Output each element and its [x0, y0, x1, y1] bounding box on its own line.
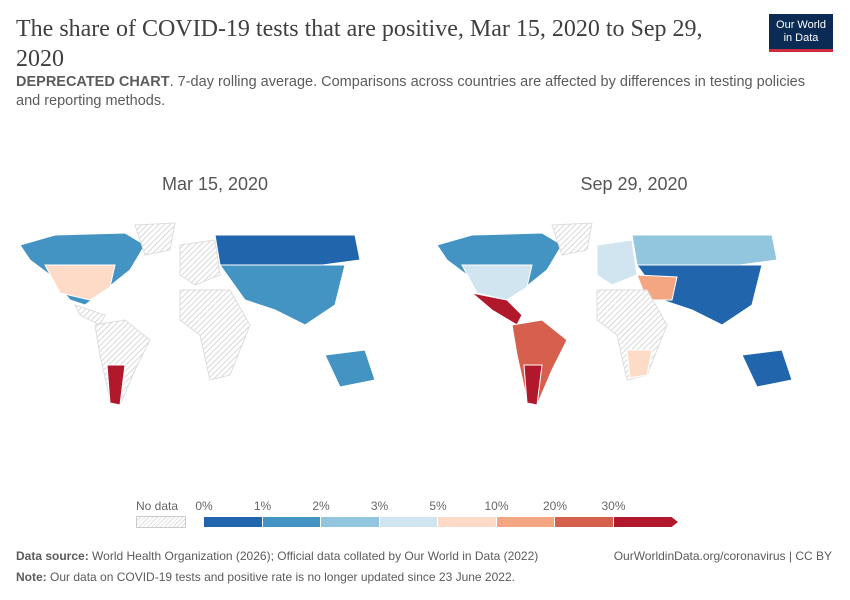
australia[interactable]: [324, 349, 376, 388]
world-map-sep-29[interactable]: [432, 215, 837, 415]
usa[interactable]: [44, 264, 116, 301]
subtitle-text: . 7-day rolling average. Comparisons acr…: [16, 74, 805, 109]
legend-bin[interactable]: [379, 517, 437, 527]
legend-bin[interactable]: [262, 517, 320, 527]
legend-no-data-label: No data: [136, 499, 179, 513]
legend-tick-label: 0%: [195, 499, 213, 513]
greenland[interactable]: [134, 222, 176, 256]
australia[interactable]: [741, 349, 793, 388]
legend-tick-label: 2%: [312, 499, 330, 513]
legend-bin[interactable]: [438, 517, 496, 527]
legend-no-data-swatch[interactable]: [136, 516, 186, 528]
europe[interactable]: [179, 239, 221, 286]
south-america[interactable]: [511, 319, 568, 406]
world-map-mar-15[interactable]: [15, 215, 420, 415]
subtitle-bold: DEPRECATED CHART: [16, 74, 170, 90]
legend-bin[interactable]: [555, 517, 613, 527]
map-title-left: Mar 15, 2020: [161, 174, 269, 194]
legend-bin[interactable]: [204, 517, 262, 527]
map-title-right: Sep 29, 2020: [580, 174, 688, 194]
legend-bin[interactable]: [321, 517, 379, 527]
europe[interactable]: [596, 239, 638, 286]
argentina-chile[interactable]: [523, 364, 543, 406]
footnote: Note: Our data on COVID-19 tests and pos…: [16, 570, 515, 584]
south-america[interactable]: [94, 319, 151, 406]
greenland[interactable]: [551, 222, 593, 256]
legend-tick-label: 3%: [370, 499, 389, 513]
legend-tick-label: 1%: [253, 499, 272, 513]
legend-bin[interactable]: [613, 517, 678, 527]
owid-logo[interactable]: Our World in Data: [769, 14, 833, 52]
mexico-central-america[interactable]: [470, 292, 523, 326]
legend-tick-label: 5%: [429, 499, 447, 513]
legend-tick-label: 20%: [542, 499, 568, 513]
legend-bin[interactable]: [496, 517, 554, 527]
note-text: Our data on COVID-19 tests and positive …: [46, 570, 515, 584]
legend-tick-label: 10%: [484, 499, 509, 513]
logo-line-1: Our World: [776, 19, 826, 31]
chart-title: The share of COVID-19 tests that are pos…: [16, 16, 703, 72]
source-label: Data source:: [16, 549, 89, 563]
asia[interactable]: [219, 264, 346, 326]
central-america[interactable]: [74, 304, 106, 326]
chart-subtitle: DEPRECATED CHART. 7-day rolling average.…: [16, 73, 826, 111]
source-link[interactable]: OurWorldinData.org/coronavirus | CC BY: [613, 549, 832, 563]
logo-line-2: in Data: [783, 32, 819, 44]
source-text: World Health Organization (2026); Offici…: [88, 549, 539, 563]
note-label: Note:: [16, 570, 47, 584]
argentina-chile[interactable]: [106, 364, 126, 406]
data-source: Data source: World Health Organization (…: [16, 549, 538, 563]
legend-tick-label: 30%: [601, 499, 626, 513]
southern-africa[interactable]: [626, 349, 653, 379]
africa[interactable]: [179, 289, 251, 381]
usa[interactable]: [461, 264, 533, 301]
